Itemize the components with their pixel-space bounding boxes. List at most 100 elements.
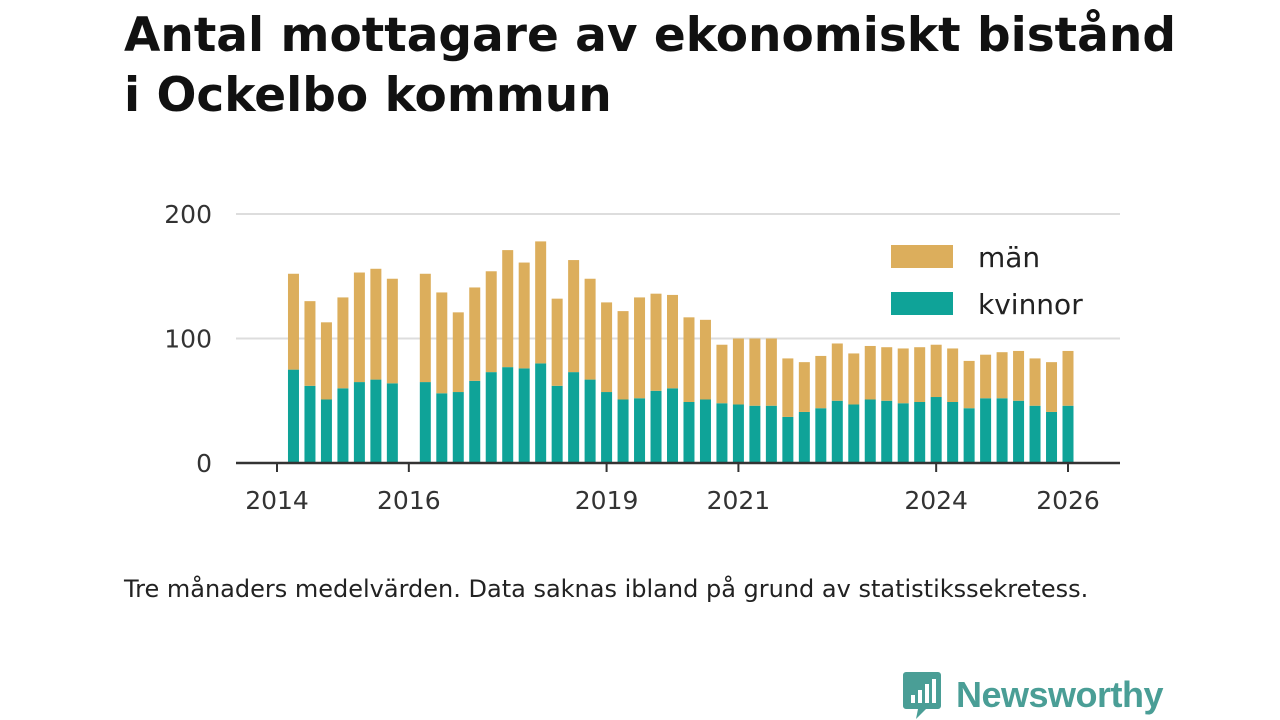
bar-man — [1062, 350, 1074, 406]
bar-kvinnor — [485, 372, 497, 463]
bar-man — [667, 294, 678, 389]
bar-kvinnor — [831, 400, 843, 463]
bar-kvinnor — [469, 380, 481, 463]
bar-kvinnor — [914, 401, 926, 463]
bar-man — [1029, 358, 1041, 406]
x-tick-label-2026: 2026 — [1036, 486, 1100, 515]
bar-man — [436, 292, 448, 394]
bar-kvinnor — [535, 363, 547, 463]
bar-kvinnor — [617, 399, 629, 463]
bar-man — [914, 347, 926, 402]
bar-man — [782, 358, 794, 417]
bar-kvinnor — [568, 372, 580, 463]
bar-man — [963, 360, 975, 409]
y-tick-label-0: 0 — [196, 449, 212, 478]
legend-swatch-man — [891, 245, 953, 268]
title-line-1: Antal mottagare av ekonomiskt bistånd — [124, 8, 1176, 63]
bar-man — [287, 273, 299, 370]
bar-kvinnor — [683, 401, 695, 463]
bar-kvinnor — [304, 385, 316, 463]
bar-man — [765, 338, 777, 406]
bar-man — [485, 271, 497, 373]
legend-label-kvinnor: kvinnor — [978, 288, 1083, 321]
bar-man — [1046, 362, 1058, 412]
bar-man — [469, 287, 481, 381]
bar-kvinnor — [1046, 411, 1058, 463]
bar-man — [370, 268, 382, 380]
bar-kvinnor — [881, 400, 893, 463]
bar-kvinnor — [419, 382, 431, 463]
bar-man — [732, 338, 744, 405]
bar-man — [650, 293, 662, 391]
bar-man — [386, 278, 398, 384]
bar-kvinnor — [601, 392, 613, 463]
bar-man — [502, 250, 514, 368]
bar-man — [980, 354, 992, 399]
bar-man — [634, 297, 646, 399]
bar-man — [535, 241, 547, 364]
y-tick-label-100: 100 — [164, 325, 212, 354]
bar-kvinnor — [1013, 400, 1025, 463]
x-tick-label-2019: 2019 — [575, 486, 639, 515]
bar-kvinnor — [502, 367, 514, 463]
bar-kvinnor — [765, 405, 777, 463]
bar-man — [881, 347, 893, 401]
bar-man — [947, 348, 959, 402]
bar-man — [419, 273, 431, 383]
x-tick-label-2016: 2016 — [377, 486, 441, 515]
bar-man — [617, 311, 629, 400]
bar-man — [749, 338, 761, 406]
bar-kvinnor — [947, 401, 959, 463]
bar-man — [699, 319, 711, 400]
legend-label-man: män — [978, 241, 1040, 274]
chart-caption: Tre månaders medelvärden. Data saknas ib… — [124, 575, 1089, 603]
bar-kvinnor — [798, 411, 810, 463]
bar-man — [864, 345, 876, 400]
bar-man — [930, 344, 942, 398]
bar-kvinnor — [815, 408, 827, 463]
bar-kvinnor — [749, 405, 761, 463]
y-tick-label-200: 200 — [164, 200, 212, 229]
bar-kvinnor — [584, 379, 596, 463]
bar-kvinnor — [436, 393, 448, 463]
bar-kvinnor — [386, 383, 398, 463]
x-tick-label-2024: 2024 — [904, 486, 968, 515]
bar-kvinnor — [732, 404, 744, 463]
bar-man — [304, 301, 316, 386]
bar-kvinnor — [667, 388, 678, 463]
bar-man — [584, 278, 596, 380]
bar-man — [452, 312, 464, 393]
bar-man — [1013, 350, 1025, 401]
bar-kvinnor — [320, 399, 332, 463]
bar-man — [897, 348, 909, 404]
x-tick-label-2014: 2014 — [245, 486, 309, 515]
page-title: Antal mottagare av ekonomiskt bistånd i … — [124, 6, 1224, 126]
bar-kvinnor — [963, 408, 975, 463]
bar-kvinnor — [650, 390, 662, 463]
bar-man — [716, 344, 728, 404]
brand-logo: Newsworthy — [902, 670, 1164, 720]
bar-chart: 0 100 200 2014 2016 2019 2021 2024 2026 män kvinno… — [164, 200, 1120, 515]
bar-man — [518, 262, 530, 369]
bar-kvinnor — [287, 369, 299, 463]
bar-man — [320, 322, 332, 400]
brand-name: Newsworthy — [956, 674, 1164, 715]
bar-kvinnor — [980, 398, 992, 463]
x-tick-label-2021: 2021 — [707, 486, 771, 515]
bar-man — [848, 353, 860, 405]
bar-man — [353, 272, 365, 383]
newsworthy-logo-icon — [903, 672, 941, 719]
bar-man — [601, 302, 613, 393]
bar-kvinnor — [518, 368, 530, 463]
bar-kvinnor — [337, 388, 349, 463]
bar-man — [551, 298, 563, 386]
bar-kvinnor — [370, 379, 382, 463]
bar-man — [815, 355, 827, 409]
bar-kvinnor — [1062, 405, 1074, 463]
bar-kvinnor — [897, 403, 909, 463]
bar-man — [568, 260, 580, 373]
bar-man — [831, 343, 843, 401]
bar-kvinnor — [634, 398, 646, 463]
bar-kvinnor — [1029, 405, 1041, 463]
bar-kvinnor — [930, 397, 942, 463]
